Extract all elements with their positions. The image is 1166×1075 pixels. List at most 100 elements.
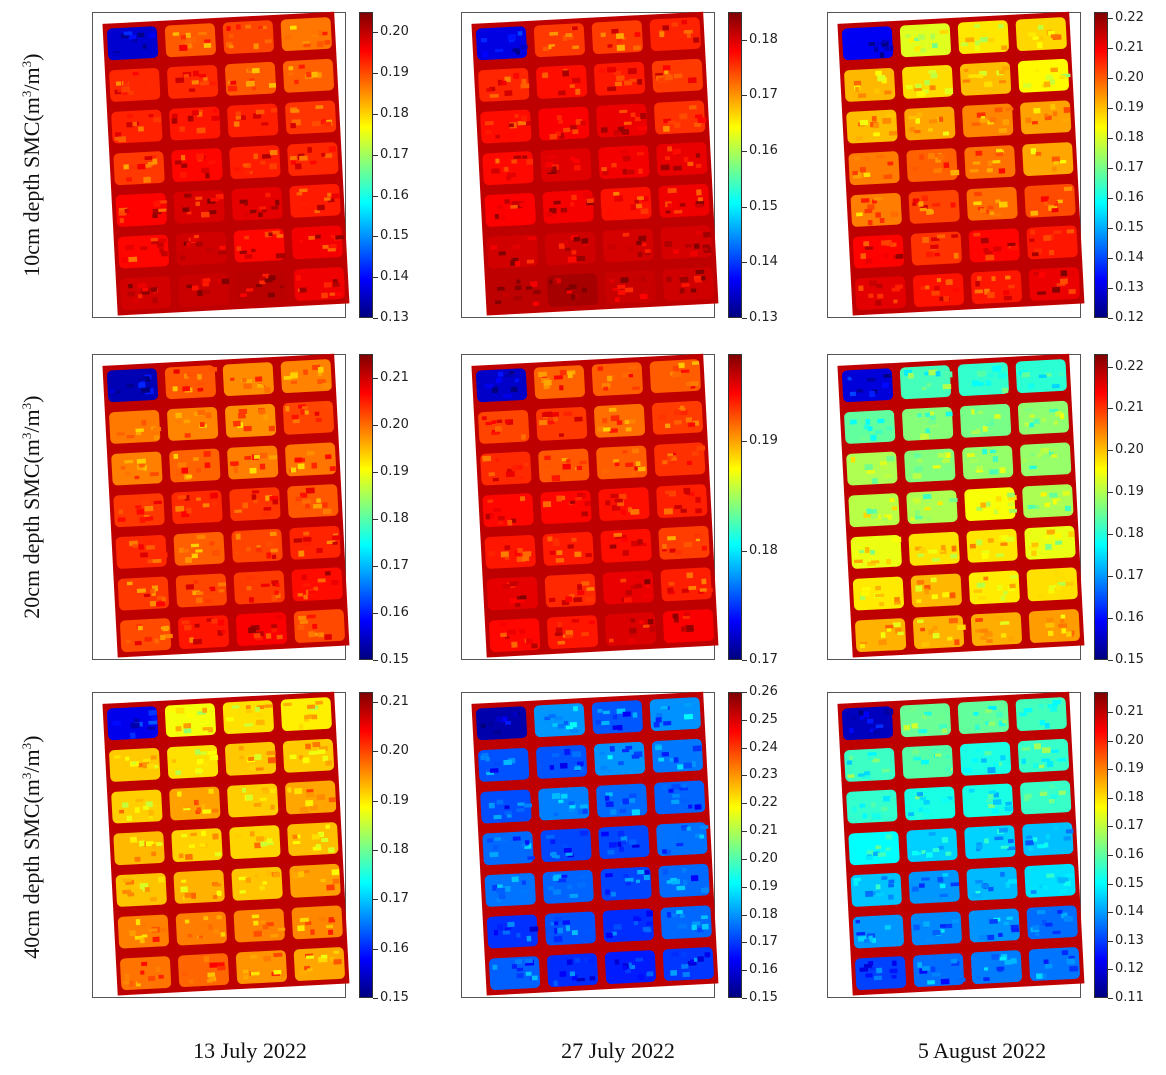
plot-speckle — [884, 45, 894, 51]
plot-speckle — [638, 235, 647, 242]
plot-speckle — [314, 209, 321, 214]
plot-speckle — [926, 382, 932, 388]
plot-speckle — [881, 806, 888, 812]
plot-speckle — [629, 78, 637, 83]
plot-speckle — [158, 927, 168, 933]
plot-speckle — [283, 375, 292, 380]
plot-speckle — [631, 448, 640, 454]
plot-speckle — [322, 382, 332, 389]
plot-speckle — [601, 382, 611, 389]
plot-speckle — [572, 706, 579, 712]
plot-speckle — [881, 517, 888, 522]
plot-speckle — [1048, 798, 1055, 804]
plot-cell — [175, 573, 227, 608]
plot-speckle — [975, 618, 983, 623]
plot-speckle — [685, 417, 693, 423]
plot-speckle — [1043, 234, 1052, 242]
heatmap-field-r1-c1 — [471, 353, 719, 658]
plot-cell — [285, 100, 337, 135]
plot-speckle — [696, 189, 702, 196]
colorbar-tick-label: 0.15 — [1115, 875, 1144, 891]
colorbar-tick-label: 0.26 — [749, 684, 778, 699]
plot-cell — [546, 953, 599, 988]
col-label-13-july: 13 July 2022 — [193, 1038, 307, 1063]
plot-speckle — [1032, 837, 1038, 842]
plot-speckle — [149, 600, 158, 607]
plot-speckle — [121, 256, 128, 263]
plot-speckle — [609, 745, 615, 752]
plot-speckle — [581, 287, 588, 293]
plot-speckle — [327, 929, 334, 935]
colorbar-tick-label: 0.22 — [749, 795, 778, 811]
plot-speckle — [126, 581, 133, 586]
plot-speckle — [144, 636, 153, 642]
plot-speckle — [884, 708, 894, 715]
plot-speckle — [123, 79, 129, 85]
plot-speckle — [563, 127, 571, 133]
plot-speckle — [600, 127, 608, 133]
plot-speckle — [605, 792, 613, 797]
plot-speckle — [684, 244, 692, 248]
plot-speckle — [609, 544, 617, 549]
row-label-text: 40cm depth SMC(m — [19, 779, 45, 959]
plot-speckle — [199, 751, 207, 755]
plot-speckle — [303, 594, 308, 600]
plot-speckle — [983, 967, 989, 971]
plot-speckle — [493, 507, 502, 512]
plot-speckle — [173, 453, 179, 459]
plot-speckle — [1030, 229, 1036, 235]
plot-speckle — [122, 889, 132, 895]
plot-speckle — [672, 371, 682, 379]
plot-speckle — [494, 425, 502, 432]
plot-speckle — [1008, 878, 1017, 884]
plot-speckle — [489, 93, 499, 98]
plot-speckle — [152, 158, 158, 165]
plot-speckle — [517, 802, 525, 806]
plot-speckle — [877, 75, 886, 82]
plot-speckle — [948, 497, 958, 503]
plot-speckle — [852, 806, 857, 813]
plot-speckle — [975, 879, 984, 884]
plot-cell — [486, 914, 538, 949]
plot-speckle — [683, 29, 693, 34]
plot-speckle — [1004, 275, 1011, 280]
plot-speckle — [1064, 505, 1071, 512]
plot-speckle — [563, 847, 572, 853]
plot-speckle — [1047, 630, 1054, 637]
plot-speckle — [919, 433, 930, 440]
plot-speckle — [122, 878, 132, 883]
plot-speckle — [599, 68, 606, 73]
plot-speckle — [504, 805, 510, 809]
plot-speckle — [1050, 794, 1058, 799]
plot-speckle — [1008, 284, 1015, 289]
plot-speckle — [932, 848, 940, 853]
plot-speckle — [142, 805, 150, 810]
plot-speckle — [183, 728, 192, 734]
plot-speckle — [265, 192, 271, 198]
plot-speckle — [950, 882, 960, 887]
plot-speckle — [1063, 106, 1071, 113]
plot-speckle — [294, 239, 300, 245]
plot-speckle — [632, 844, 640, 848]
plot-speckle — [846, 39, 855, 44]
plot-speckle — [234, 509, 243, 514]
plot-speckle — [582, 192, 591, 198]
plot-speckle — [151, 240, 159, 245]
plot-speckle — [558, 90, 566, 96]
plot-speckle — [655, 702, 663, 707]
plot-speckle — [240, 293, 247, 298]
plot-speckle — [512, 836, 521, 841]
plot-speckle — [632, 386, 640, 390]
colorbar-tickmark — [742, 719, 747, 721]
plot-speckle — [259, 452, 268, 459]
plot-speckle — [217, 250, 227, 255]
plot-speckle — [126, 383, 134, 388]
plot-speckle — [875, 724, 884, 729]
plot-speckle — [516, 967, 524, 972]
plot-speckle — [664, 490, 673, 495]
plot-speckle — [580, 120, 586, 126]
plot-speckle — [977, 73, 984, 79]
plot-speckle — [929, 210, 935, 214]
plot-speckle — [966, 453, 975, 458]
plot-speckle — [251, 914, 260, 919]
